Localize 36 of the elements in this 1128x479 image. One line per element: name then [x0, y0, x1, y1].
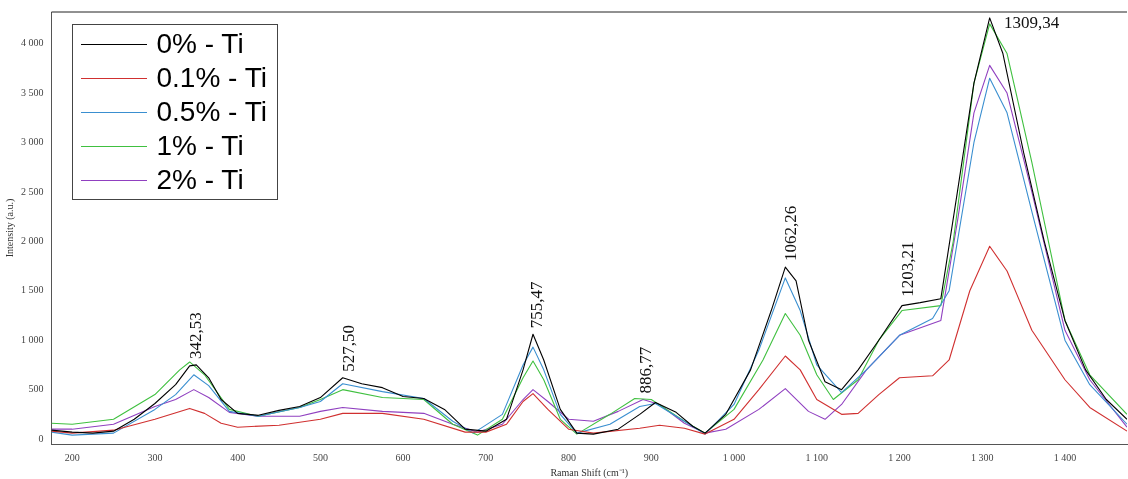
annotation: 527,50	[338, 325, 358, 372]
x-tick-label: 500	[312, 451, 328, 463]
x-tick-label: 600	[395, 451, 411, 463]
annotation: 1203,21	[897, 241, 917, 297]
x-tick-label: 900	[643, 451, 659, 463]
x-tick-label: 1 200	[888, 451, 911, 463]
legend-label: 0.5% - Ti	[156, 95, 267, 129]
annotation: 1309,34	[1003, 13, 1060, 33]
y-tick-label: 1 500	[21, 284, 44, 296]
x-axis-title: Raman Shift (cm⁻¹)	[550, 466, 629, 479]
annotation: 1062,26	[781, 205, 801, 262]
y-tick-label: 0	[38, 432, 44, 444]
x-tick-label: 1 000	[722, 451, 746, 463]
y-tick-label: 3 500	[21, 86, 44, 98]
x-tick-label: 800	[561, 451, 577, 463]
annotation: 886,77	[635, 346, 655, 394]
y-tick-label: 1 000	[21, 333, 44, 345]
y-tick-label: 2 000	[21, 234, 44, 246]
y-tick-label: 3 000	[21, 136, 44, 148]
legend-label: 1% - Ti	[156, 129, 244, 163]
x-tick-label: 200	[64, 451, 80, 463]
y-tick-label: 4 000	[21, 37, 44, 49]
x-tick-label: 400	[230, 451, 246, 463]
x-tick-label: 300	[147, 451, 163, 463]
y-tick-label: 2 500	[21, 185, 44, 197]
legend-label: 0% - Ti	[156, 27, 244, 61]
x-tick-label: 1 100	[805, 451, 829, 463]
y-axis-title: Intensity (a.u.)	[3, 198, 16, 258]
y-tick-label: 500	[28, 383, 44, 395]
legend-label: 0.1% - Ti	[156, 61, 267, 95]
annotation: 755,47	[527, 281, 547, 329]
annotation: 342,53	[185, 312, 205, 359]
x-tick-label: 1 400	[1053, 451, 1077, 463]
x-tick-label: 1 300	[970, 451, 994, 463]
legend-label: 2% - Ti	[156, 163, 244, 197]
x-tick-label: 700	[478, 451, 494, 463]
